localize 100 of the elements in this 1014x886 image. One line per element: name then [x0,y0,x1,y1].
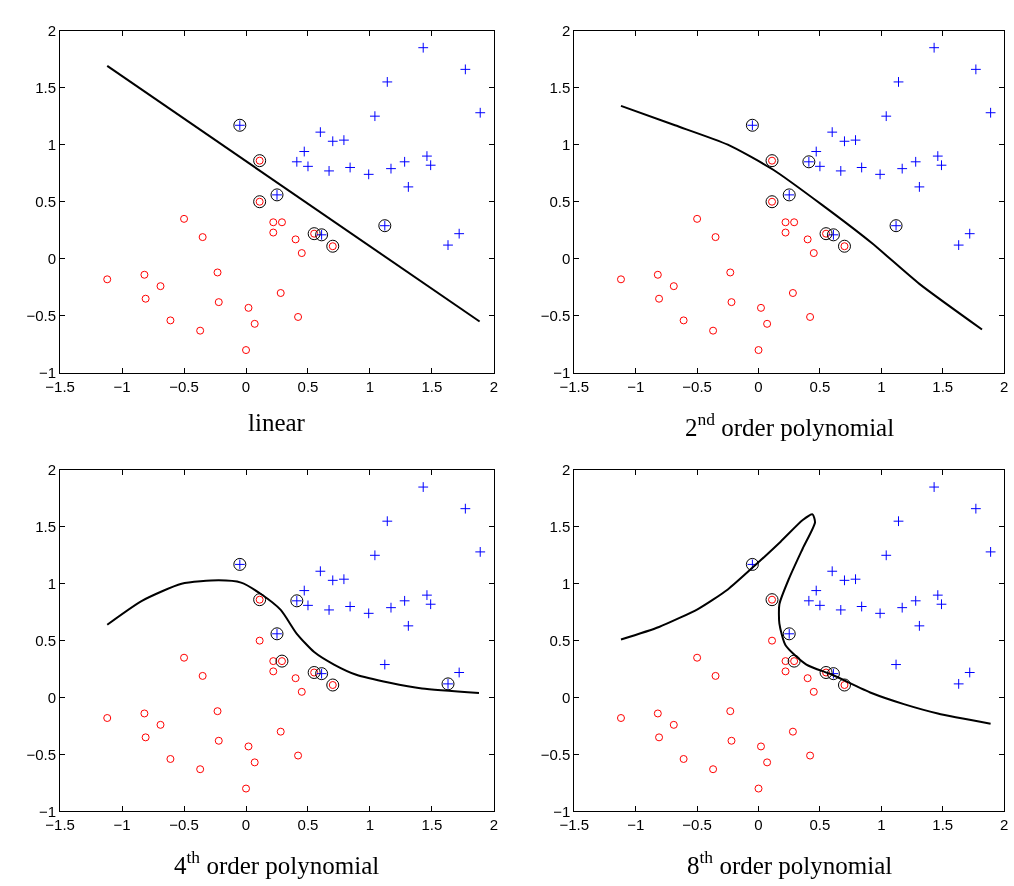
point [964,667,976,678]
point [856,162,868,173]
point [269,667,278,676]
x-tick-label: 1 [365,816,375,834]
point [381,76,393,88]
point [459,63,471,75]
y-tick-label: 2 [561,21,571,39]
point [103,275,112,284]
point [291,156,303,168]
point [442,239,454,251]
y-tick-label: −0.5 [26,745,57,763]
point [276,289,285,297]
point [655,294,664,303]
point [213,707,222,716]
point [655,733,664,742]
point [338,134,350,146]
point [255,636,264,645]
x-tick-label: 2 [489,377,499,395]
point [896,602,908,614]
point [679,316,688,325]
y-tick-label: 0.5 [549,192,571,210]
y-tick-label: 2 [561,461,571,479]
point [913,620,925,632]
text: 8$^{th}$ order polynomial [687,847,893,879]
point [826,565,838,577]
point [910,156,922,168]
y-tick-label: 0 [47,250,57,268]
point [338,573,350,585]
point [385,163,397,175]
point [810,585,822,596]
point [693,653,702,662]
point [244,303,253,312]
point [856,601,868,612]
point [198,233,207,242]
point [839,135,850,147]
point [421,150,433,162]
line-series [619,513,992,725]
point [294,312,303,321]
point [459,503,471,515]
y-tick-label: −0.5 [26,307,57,325]
point [936,598,947,610]
point [850,573,861,585]
y-tick-label: 1 [47,575,57,592]
point [180,214,189,223]
point [669,282,678,291]
point [297,687,306,696]
point [932,150,944,162]
point [839,574,850,586]
point [768,636,777,645]
point [141,294,150,303]
point [788,289,797,297]
point [302,599,314,611]
point [711,233,720,242]
x-tick-label: 1 [877,816,886,834]
point [669,720,678,729]
point [810,146,822,157]
x-tick-label: 0.5 [297,377,319,395]
point [213,268,222,277]
point [277,218,286,227]
point [453,667,465,678]
point [616,275,625,284]
point [653,270,662,279]
point [970,63,982,75]
point [964,228,976,240]
point [874,607,886,619]
point [327,135,339,147]
y-tick-label: 1 [47,135,57,153]
point [814,160,826,172]
point [141,733,150,742]
point [381,515,393,527]
y-tick-label: −0.5 [540,745,571,763]
point [323,165,335,177]
x-tick-label: 1 [365,377,375,395]
point [880,549,892,561]
point [196,326,205,335]
y-tick-label: 2 [47,21,57,39]
point [985,107,997,119]
x-tick-label: −0.5 [169,816,199,834]
y-tick-label: 0.5 [35,631,57,649]
point [814,599,826,611]
point [344,601,356,612]
x-tick-label: 0 [241,816,251,834]
point [913,181,925,193]
x-tick-label: 1.5 [932,377,954,395]
point [425,159,437,171]
point [344,162,356,173]
point [402,620,414,632]
point [679,754,688,763]
point [379,659,391,670]
x-tick-label: −1 [113,377,131,395]
point [953,239,965,251]
point [323,604,335,616]
y-tick-label: 1.5 [549,78,571,96]
point [754,784,763,793]
point [369,110,381,122]
point [474,546,486,558]
point [294,751,303,760]
point [709,326,718,335]
x-tick-label: 0 [754,377,763,395]
point [196,765,205,774]
